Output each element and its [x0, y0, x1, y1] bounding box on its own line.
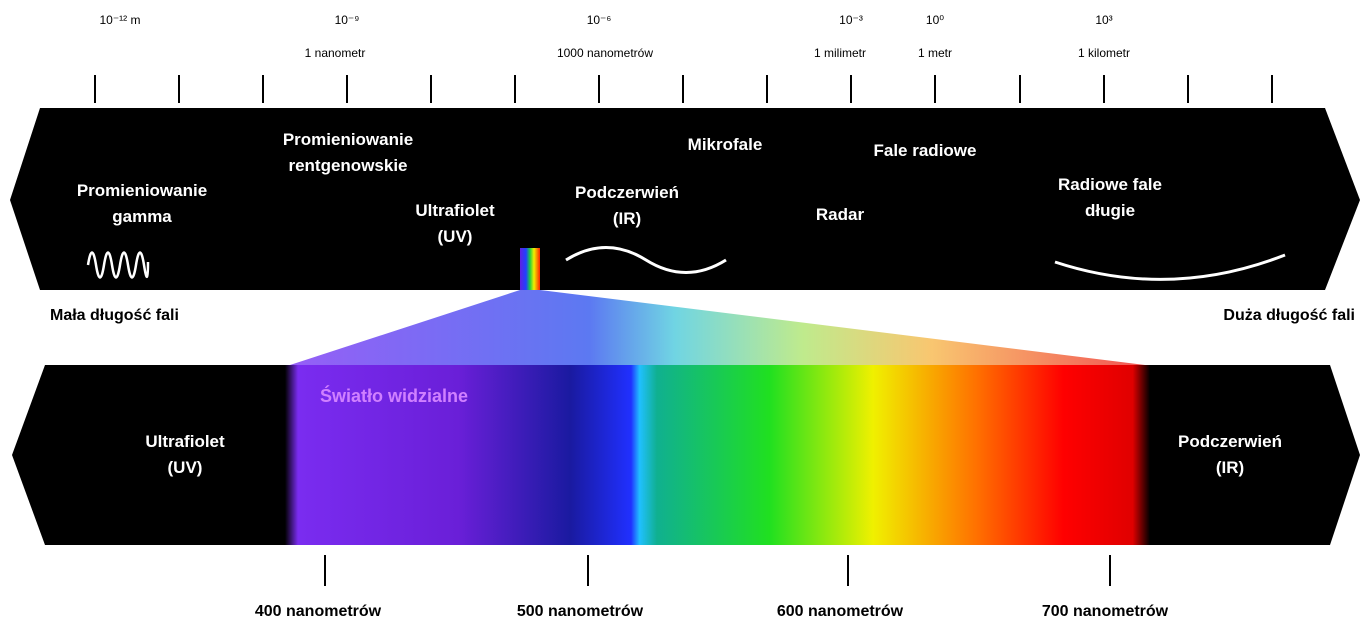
scale-power: 10⁻⁹ — [335, 13, 360, 27]
wavelength-label: 400 nanometrów — [255, 603, 382, 620]
scale-power: 10⁻¹² m — [99, 13, 140, 27]
wavelength-label: 600 nanometrów — [777, 603, 904, 620]
scale-unit: 1 milimetr — [814, 46, 866, 60]
ir-wave — [565, 246, 727, 274]
gamma-wave — [86, 251, 150, 279]
visible-left-label: Ultrafiolet (UV) — [145, 432, 225, 477]
scale-power: 10⁰ — [926, 13, 944, 27]
band-label: Podczerwień (IR) — [575, 183, 679, 228]
scale-power: 10⁻³ — [839, 13, 863, 27]
band-label: Promieniowanie rentgenowskie — [283, 130, 413, 175]
visible-gradient — [285, 365, 1150, 545]
band-label: Fale radiowe — [874, 141, 977, 160]
band-label: Radar — [816, 205, 865, 224]
wavelength-label: 700 nanometrów — [1042, 603, 1169, 620]
wavelength-label: 500 nanometrów — [517, 603, 644, 620]
spectrum-band — [10, 108, 1360, 290]
scale-unit: 1000 nanometrów — [557, 46, 653, 60]
band-label: Mikrofale — [688, 135, 763, 154]
scale-unit: 1 nanometr — [305, 46, 366, 60]
scale-power: 10⁻⁶ — [587, 13, 612, 27]
scale-unit: 1 metr — [918, 46, 952, 60]
scale-power: 10³ — [1095, 13, 1112, 27]
visible-slice — [520, 248, 540, 290]
scale-ticks — [94, 75, 1273, 103]
short-wave-label: Mała długość fali — [50, 307, 179, 324]
radio-wave — [1054, 253, 1286, 281]
visible-right-label: Podczerwień (IR) — [1178, 432, 1282, 477]
band-label: Radiowe fale długie — [1058, 175, 1162, 220]
visible-title: Światło widzialne — [320, 385, 468, 406]
scale-unit: 1 kilometr — [1078, 46, 1130, 60]
band-label: Promieniowanie gamma — [77, 181, 207, 226]
band-label: Ultrafiolet (UV) — [415, 201, 495, 246]
visible-fan — [290, 290, 1145, 365]
long-wave-label: Duża długość fali — [1223, 307, 1355, 324]
